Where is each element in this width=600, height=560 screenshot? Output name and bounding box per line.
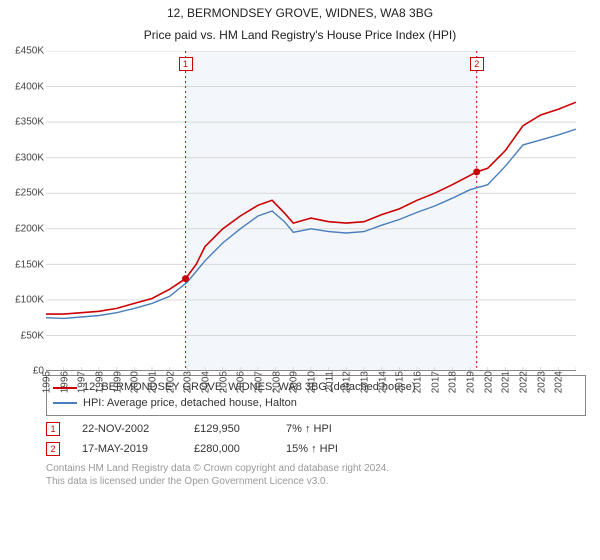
chart-container: 12, BERMONDSEY GROVE, WIDNES, WA8 3BG Pr… xyxy=(0,0,600,488)
chart-title-line1: 12, BERMONDSEY GROVE, WIDNES, WA8 3BG xyxy=(0,0,600,22)
x-axis-label: 2010 xyxy=(305,371,318,393)
footer-note: Contains HM Land Registry data © Crown c… xyxy=(46,462,586,488)
transaction-dot xyxy=(473,169,480,176)
legend-item: HPI: Average price, detached house, Halt… xyxy=(53,396,579,411)
y-axis-label: £50K xyxy=(21,330,46,341)
chart-title-line2: Price paid vs. HM Land Registry's House … xyxy=(0,22,600,44)
x-axis-label: 2019 xyxy=(464,371,477,393)
y-axis-label: £100K xyxy=(15,295,46,306)
x-axis-label: 2004 xyxy=(199,371,212,393)
y-axis-label: £300K xyxy=(15,152,46,163)
x-axis-label: 2003 xyxy=(181,371,194,393)
y-axis-label: £150K xyxy=(15,259,46,270)
x-axis-label: 2013 xyxy=(358,371,371,393)
transaction-dot xyxy=(182,275,189,282)
x-axis-label: 2002 xyxy=(163,371,176,393)
y-axis-label: £250K xyxy=(15,188,46,199)
plot-area: £0£50K£100K£150K£200K£250K£300K£350K£400… xyxy=(46,51,588,371)
x-axis-label: 2012 xyxy=(340,371,353,393)
y-axis-label: £350K xyxy=(15,117,46,128)
transaction-marker-badge: 2 xyxy=(470,57,484,71)
x-axis-label: 2021 xyxy=(499,371,512,393)
x-axis-label: 2020 xyxy=(481,371,494,393)
transaction-pct: 7% ↑ HPI xyxy=(286,423,332,435)
x-axis-label: 2005 xyxy=(216,371,229,393)
legend-swatch xyxy=(53,402,77,404)
footer-line: Contains HM Land Registry data © Crown c… xyxy=(46,462,586,475)
x-axis-label: 2018 xyxy=(446,371,459,393)
transaction-price: £129,950 xyxy=(194,423,264,435)
x-axis-label: 2009 xyxy=(287,371,300,393)
footer-line: This data is licensed under the Open Gov… xyxy=(46,475,586,488)
transaction-row: 2 17-MAY-2019 £280,000 15% ↑ HPI xyxy=(46,442,586,456)
transaction-row: 1 22-NOV-2002 £129,950 7% ↑ HPI xyxy=(46,422,586,436)
transaction-date: 22-NOV-2002 xyxy=(82,423,172,435)
x-axis-label: 2008 xyxy=(269,371,282,393)
transaction-price: £280,000 xyxy=(194,443,264,455)
legend-label: HPI: Average price, detached house, Halt… xyxy=(83,396,297,411)
x-axis-label: 2014 xyxy=(375,371,388,393)
y-axis-label: £450K xyxy=(15,46,46,57)
x-axis-label: 1995 xyxy=(40,371,53,393)
x-axis-label: 2016 xyxy=(411,371,424,393)
y-axis-label: £200K xyxy=(15,223,46,234)
x-axis-label: 1998 xyxy=(93,371,106,393)
x-axis-label: 2015 xyxy=(393,371,406,393)
transaction-table: 1 22-NOV-2002 £129,950 7% ↑ HPI 2 17-MAY-2019… xyxy=(46,422,586,456)
x-axis-label: 2011 xyxy=(322,371,335,393)
shaded-band xyxy=(186,51,477,371)
x-axis-label: 2022 xyxy=(517,371,530,393)
x-axis-label: 2007 xyxy=(252,371,265,393)
transaction-date: 17-MAY-2019 xyxy=(82,443,172,455)
transaction-marker-badge: 1 xyxy=(46,422,60,436)
x-axis-label: 2023 xyxy=(534,371,547,393)
transaction-marker-badge: 1 xyxy=(179,57,193,71)
x-axis-label: 1997 xyxy=(75,371,88,393)
y-axis-label: £400K xyxy=(15,81,46,92)
transaction-marker-badge: 2 xyxy=(46,442,60,456)
x-axis-label: 2000 xyxy=(128,371,141,393)
line-chart-svg xyxy=(46,51,576,371)
x-axis-label: 1996 xyxy=(57,371,70,393)
x-axis-label: 2006 xyxy=(234,371,247,393)
x-axis-label: 2024 xyxy=(552,371,565,393)
x-axis-label: 1999 xyxy=(110,371,123,393)
x-axis-label: 2001 xyxy=(146,371,159,393)
transaction-pct: 15% ↑ HPI xyxy=(286,443,338,455)
x-axis-label: 2017 xyxy=(428,371,441,393)
